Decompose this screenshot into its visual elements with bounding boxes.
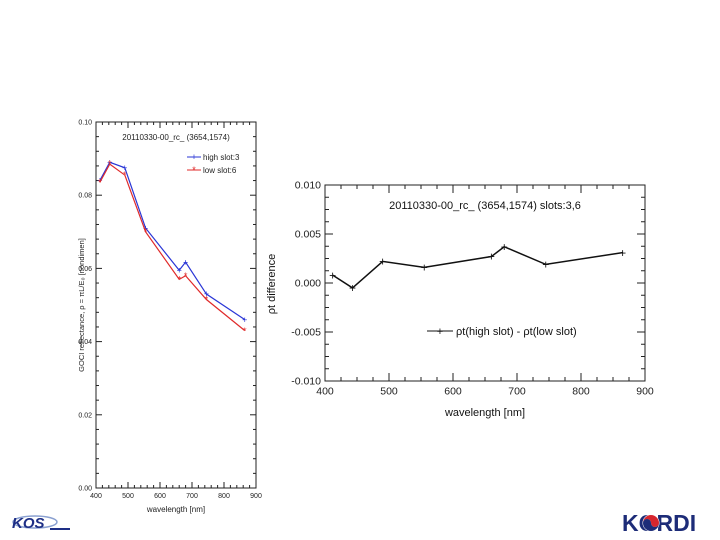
reflectance-legend: + high slot:3 * low slot:6 (187, 152, 240, 175)
y-tick-label: 0.02 (78, 412, 92, 419)
reflectance-chart: 0.00 0.02 0.04 0.06 0.08 0.10 400 500 600 700 800… (77, 119, 262, 514)
difference-chart: -0.010 -0.005 0.000 0.005 0.010 400 500 600 700… (266, 180, 654, 419)
data-point-marker: * (184, 271, 188, 281)
data-point-marker: * (177, 275, 181, 285)
data-point-marker: + (97, 176, 102, 186)
reflectance-x-axis-label: wavelength [nm] (146, 505, 205, 514)
kos-logo-text: KOS (12, 515, 45, 532)
series-line-1 (332, 245, 623, 289)
data-point-marker: + (421, 261, 428, 275)
data-point-marker: * (243, 326, 247, 336)
difference-y-axis-label: ρt difference (266, 254, 278, 314)
data-point-marker: + (542, 258, 549, 272)
legend-low-slot-marker: * (192, 165, 196, 175)
data-point-marker: + (122, 163, 127, 173)
y-tick-label: 0.10 (78, 119, 92, 126)
x-tick-label: 900 (250, 493, 262, 500)
x-tick-label: 800 (218, 493, 230, 500)
series-line-2 (99, 163, 246, 332)
y-tick-label: 0.010 (295, 180, 321, 192)
data-point-marker: + (619, 246, 626, 260)
kos-logo: KOS (12, 515, 70, 532)
legend-low-slot-label: low slot:6 (203, 166, 237, 175)
data-point-marker: + (107, 157, 112, 167)
kordi-swirl-red (643, 515, 659, 527)
x-tick-label: 600 (154, 493, 166, 500)
x-tick-label: 900 (636, 386, 654, 398)
data-point-marker: + (242, 315, 247, 325)
y-tick-label: 0.06 (78, 266, 92, 273)
data-point-marker: * (108, 159, 112, 169)
data-point-marker: + (183, 257, 188, 267)
x-tick-label: 800 (572, 386, 590, 398)
y-tick-label: 0.08 (78, 193, 92, 200)
legend-high-slot-label: high slot:3 (203, 153, 240, 162)
difference-plot-frame (324, 184, 646, 382)
x-tick-label: 700 (186, 493, 198, 500)
y-tick-label: 0.04 (78, 339, 92, 346)
x-tick-label: 500 (122, 493, 134, 500)
x-tick-label: 600 (444, 386, 462, 398)
difference-legend: + ρt(high slot) - ρt(low slot) (427, 326, 577, 338)
data-point-marker: + (177, 265, 182, 275)
data-point-marker: * (123, 170, 127, 180)
data-point-marker: + (349, 281, 356, 295)
data-point-marker: + (204, 289, 209, 299)
data-point-marker: + (488, 250, 495, 264)
legend-high-slot-marker: + (191, 152, 196, 162)
y-tick-label: -0.005 (291, 327, 321, 339)
data-point-marker: * (98, 178, 102, 188)
legend-difference-marker: + (437, 326, 443, 338)
data-point-marker: + (501, 240, 508, 254)
legend-difference-label: ρt(high slot) - ρt(low slot) (456, 326, 577, 338)
y-tick-label: -0.010 (291, 376, 321, 388)
data-point-marker: + (379, 255, 386, 269)
data-point-marker: * (144, 227, 148, 237)
kos-logo-orbit-icon (12, 515, 58, 529)
x-tick-label: 700 (508, 386, 526, 398)
x-tick-label: 400 (316, 386, 334, 398)
data-point-marker: + (329, 268, 336, 282)
kordi-swirl-blue (643, 519, 659, 531)
series-line-1 (99, 161, 246, 321)
x-tick-label: 500 (380, 386, 398, 398)
data-point-marker: + (143, 223, 148, 233)
kordi-swirl-icon (642, 514, 660, 532)
reflectance-chart-title: 20110330-00_rc_ (3654,1574) (122, 133, 230, 142)
reflectance-y-axis-label: GOCI reflectance, ρ = πL/E₀ [nondimen] (77, 238, 86, 372)
difference-chart-title: 20110330-00_rc_ (3654,1574) slots:3,6 (389, 200, 581, 212)
y-tick-label: 0.005 (295, 229, 321, 241)
x-tick-label: 400 (90, 493, 102, 500)
difference-x-axis-label: wavelength [nm] (444, 407, 525, 419)
data-point-marker: * (205, 295, 209, 305)
reflectance-plot-frame (95, 121, 257, 489)
y-tick-label: 0.000 (295, 278, 321, 290)
y-tick-label: 0.00 (78, 485, 92, 492)
